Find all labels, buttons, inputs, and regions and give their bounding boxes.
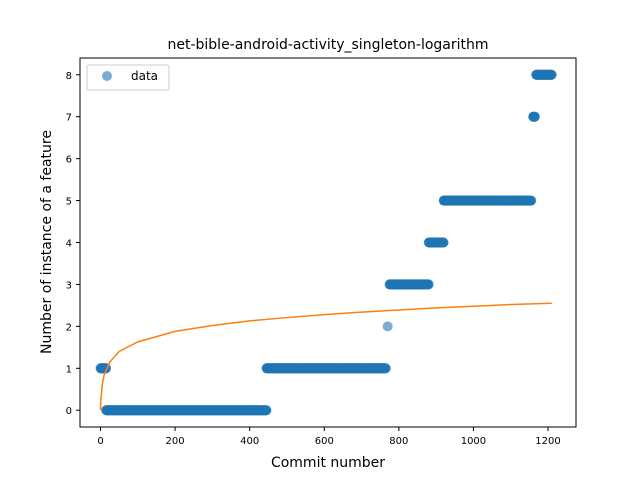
data-point (526, 195, 537, 206)
y-tick-label: 4 (66, 239, 72, 250)
y-tick-label: 1 (66, 364, 72, 375)
x-tick-label: 600 (315, 436, 334, 447)
x-tick-label: 1000 (461, 436, 486, 447)
data-point (529, 111, 540, 122)
x-tick-label: 800 (389, 436, 408, 447)
data-point (380, 363, 391, 374)
data-marks (95, 69, 557, 416)
legend-marker (102, 71, 112, 81)
y-tick-label: 5 (66, 197, 72, 208)
data-point (261, 405, 272, 416)
x-tick-label: 1200 (535, 436, 560, 447)
x-tick-label: 400 (240, 436, 259, 447)
chart-title: net-bible-android-activity_singleton-log… (167, 37, 488, 53)
y-tick-label: 2 (66, 322, 72, 333)
fit-line-group (99, 302, 552, 411)
data-point (546, 69, 557, 80)
y-tick-label: 8 (66, 71, 72, 82)
y-tick-label: 0 (66, 406, 72, 417)
x-tick-label: 200 (166, 436, 185, 447)
x-tick-label: 0 (97, 436, 103, 447)
data-point (423, 279, 434, 290)
y-tick-label: 3 (66, 280, 72, 291)
y-axis-label: Number of instance of a feature (39, 130, 55, 354)
legend-label: data (131, 69, 158, 83)
data-point (438, 237, 449, 248)
y-axis: 0 1 2 3 4 5 6 7 8 (66, 71, 80, 417)
x-axis-label: Commit number (271, 455, 385, 471)
y-tick-label: 6 (66, 155, 72, 166)
x-axis: 0 200 400 600 800 1000 1200 (97, 427, 561, 447)
y-tick-label: 7 (66, 113, 72, 124)
legend: data (86, 64, 170, 91)
data-point (382, 321, 393, 332)
fit-line (99, 302, 552, 411)
